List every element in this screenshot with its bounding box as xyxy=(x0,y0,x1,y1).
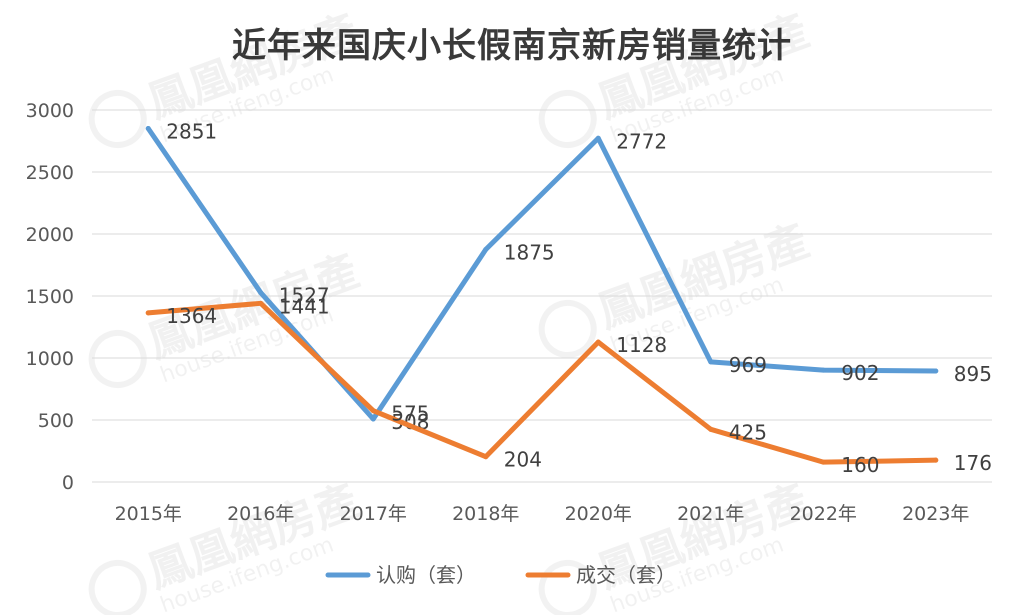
data-point xyxy=(145,310,151,316)
x-tick-label: 2015年 xyxy=(115,503,182,525)
y-tick-label: 1000 xyxy=(26,348,74,370)
chart-title: 近年来国庆小长假南京新房销量统计 xyxy=(232,26,792,66)
data-point xyxy=(145,125,151,131)
data-point xyxy=(258,290,264,296)
x-tick-label: 2022年 xyxy=(790,503,857,525)
data-label: 2772 xyxy=(616,129,667,153)
x-tick-label: 2016年 xyxy=(227,503,294,525)
data-point xyxy=(595,339,601,345)
x-tick-label: 2020年 xyxy=(565,503,632,525)
data-label: 1128 xyxy=(616,333,667,357)
data-point xyxy=(933,457,939,463)
data-label: 2851 xyxy=(166,119,217,143)
x-tick-label: 2021年 xyxy=(677,503,744,525)
data-label: 1441 xyxy=(279,294,330,318)
data-point xyxy=(370,416,376,422)
data-label: 1527 xyxy=(279,284,330,308)
data-label: 160 xyxy=(841,453,879,477)
x-tick-label: 2023年 xyxy=(902,503,969,525)
watermark-logo-icon xyxy=(88,559,147,615)
data-point xyxy=(595,135,601,141)
data-label: 176 xyxy=(954,451,992,475)
data-point xyxy=(933,368,939,374)
watermark-logo-icon xyxy=(88,89,147,148)
watermark-logo-icon xyxy=(538,299,597,358)
data-point xyxy=(820,367,826,373)
data-label: 575 xyxy=(391,402,429,426)
data-label: 969 xyxy=(729,353,767,377)
watermark-logo-icon xyxy=(538,559,597,615)
data-point xyxy=(258,300,264,306)
legend-label: 成交（套） xyxy=(576,563,676,587)
y-tick-label: 1500 xyxy=(26,286,74,308)
data-point xyxy=(370,408,376,414)
series-line xyxy=(145,125,939,422)
data-point xyxy=(483,454,489,460)
data-label: 1875 xyxy=(504,241,555,265)
y-tick-label: 2000 xyxy=(26,224,74,246)
x-tick-label: 2017年 xyxy=(340,503,407,525)
data-label: 204 xyxy=(504,448,542,472)
series-line xyxy=(145,300,939,465)
x-tick-label: 2018年 xyxy=(452,503,519,525)
data-point xyxy=(708,359,714,365)
data-label: 425 xyxy=(729,420,767,444)
data-label: 895 xyxy=(954,362,992,386)
data-point xyxy=(483,247,489,252)
watermark-logo-icon xyxy=(88,329,147,388)
legend-label: 认购（套） xyxy=(376,563,476,587)
data-point xyxy=(708,426,714,432)
data-point xyxy=(820,459,826,465)
y-tick-label: 2500 xyxy=(26,162,74,184)
y-tick-label: 500 xyxy=(38,410,74,432)
data-label: 1364 xyxy=(166,304,217,328)
y-tick-label: 0 xyxy=(62,472,74,494)
y-tick-label: 3000 xyxy=(26,100,74,122)
data-label: 902 xyxy=(841,361,879,385)
